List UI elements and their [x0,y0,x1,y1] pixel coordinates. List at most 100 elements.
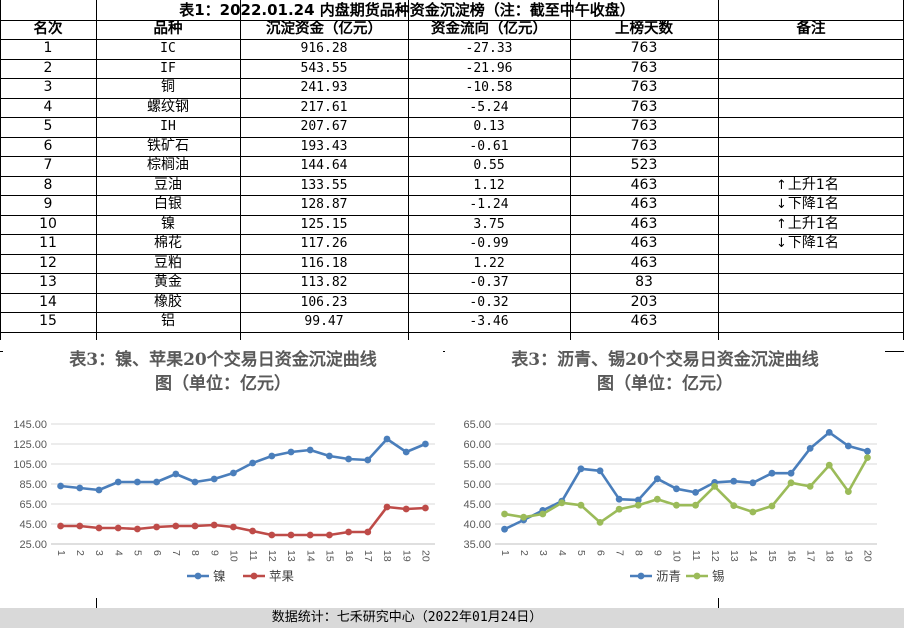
data-point [749,479,757,487]
data-point [864,447,871,455]
cell-flow: 3.75 [473,216,505,232]
x-tick-label: 11 [690,550,702,561]
data-point [287,531,295,539]
data-point [825,461,833,469]
data-point [692,501,699,509]
chart-title: 表3：沥青、锡20个交易日资金沉淀曲线 图（单位：亿元） [445,348,885,396]
cell-rank: 11 [39,235,57,251]
data-point [210,475,218,483]
cell-fund: 916.28 [300,41,348,56]
y-tick-label: 35.00 [463,539,491,551]
x-tick-label: 18 [823,550,835,562]
x-tick-label: 7 [170,550,182,556]
x-tick-label: 8 [189,550,201,556]
data-point [191,478,199,486]
cell-fund: 193.43 [300,138,348,154]
cell-rank: 13 [39,274,57,290]
x-tick-label: 4 [112,550,124,556]
data-point [230,523,237,531]
data-point [95,486,103,494]
x-tick-label: 16 [343,550,355,562]
cell-days: 83 [635,274,653,290]
data-point [210,521,218,529]
cell-name: 镍 [161,215,175,232]
table-gridline [0,273,904,274]
x-tick-label: 10 [228,550,240,562]
table-gridline [0,332,904,333]
cell-note: ↑上升1名 [776,215,839,234]
legend-label: 锡 [712,569,725,584]
cell-rank: 10 [39,215,57,232]
table-gridline [0,195,904,196]
table-gridline [0,293,904,294]
table-gridline [0,234,904,235]
y-tick-label: 85.00 [19,479,47,491]
data-point [230,469,237,477]
data-point [134,525,141,533]
cell-days: 763 [630,40,658,56]
y-tick-label: 45.00 [463,499,491,511]
data-point [653,495,661,503]
cell-flow: -3.46 [469,314,509,329]
note-text: 下降1名 [787,235,839,251]
cell-note: ↑上升1名 [776,176,839,195]
y-tick-label: 50.00 [463,479,491,491]
cell-days: 763 [630,59,658,76]
cell-flow: 0.55 [473,158,505,173]
cell-days: 463 [630,235,658,251]
cell-flow: 0.13 [473,119,505,134]
data-point [711,483,719,490]
x-tick-label: 14 [304,550,316,562]
data-point [249,459,256,467]
table-gridline [0,20,904,21]
cell-days: 463 [630,313,658,329]
x-tick-label: 1 [499,550,511,556]
footer-source: 数据统计：七禾研究中心（2022年01月24日） [271,610,543,625]
y-tick-label: 55.00 [463,459,491,471]
cell-days: 763 [630,137,658,154]
cell-rank: 1 [43,40,53,56]
cell-flow: -27.33 [465,41,513,56]
cell-rank: 3 [43,79,53,95]
cell-rank: 9 [43,196,53,212]
chart-title-line-1: 表3：沥青、锡20个交易日资金沉淀曲线 [511,350,819,370]
arrow-up-icon: ↑ [776,177,787,193]
cell-name: 铁矿石 [147,137,189,154]
cell-flow: 1.22 [473,255,505,271]
data-point [249,527,256,535]
table-row: 14 橡胶 106.23 -0.32 203 [0,293,904,312]
cell-flow: -10.58 [465,80,513,95]
x-tick-label: 6 [151,550,163,556]
data-point [422,440,429,448]
y-tick-label: 45.00 [19,519,47,531]
x-tick-label: 8 [632,550,644,556]
y-tick-label: 145.00 [13,419,47,431]
data-point [57,482,64,490]
cell-fund: 106.23 [300,294,348,310]
cell-flow: -21.96 [465,60,513,76]
cell-flow: -0.32 [469,294,509,310]
note-text: 下降1名 [787,196,839,212]
cell-flow: -0.61 [469,138,509,154]
data-point [383,435,391,443]
cell-fund: 133.55 [300,177,348,193]
cell-days: 463 [630,254,658,271]
cell-name: 白银 [154,196,182,212]
data-point [287,448,295,456]
column-header: 沉淀资金（亿元） [266,20,382,37]
table-row: 7 棕榈油 144.64 0.55 523 [0,156,904,175]
column-header: 上榜天数 [615,20,673,37]
x-tick-label: 15 [324,550,336,562]
table-gridline [718,0,719,340]
x-tick-label: 12 [266,550,278,562]
cell-flow: -0.37 [469,275,509,290]
table-gridline [0,78,904,79]
data-point [844,488,852,495]
x-tick-label: 11 [247,550,259,561]
cell-note: ↓下降1名 [776,195,839,214]
table-gridline [0,156,904,157]
footer-bar: 数据统计：七禾研究中心（2022年01月24日） [0,608,904,628]
data-point [345,528,352,536]
data-point [402,505,410,513]
y-tick-label: 25.00 [19,539,47,551]
